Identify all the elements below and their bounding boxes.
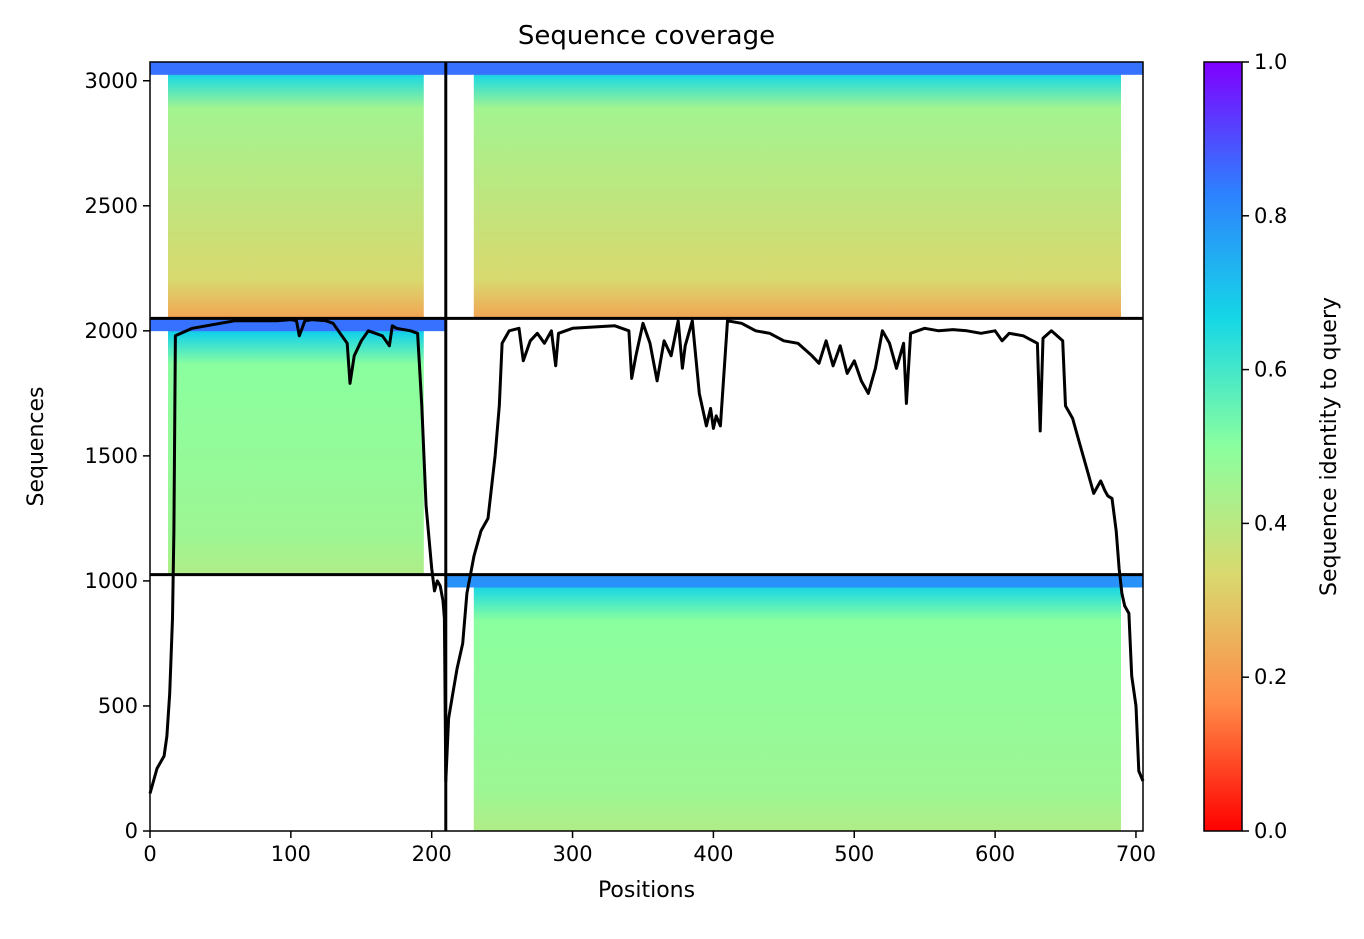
colorbar-tick-label: 0.2: [1254, 665, 1287, 689]
colorbar-tick-label: 0.8: [1254, 204, 1287, 228]
colorbar-tick-label: 1.0: [1254, 50, 1287, 74]
msa-block-top-rows: [445, 574, 1143, 588]
msa-block: [168, 62, 424, 319]
y-tick-label: 2000: [85, 319, 138, 343]
y-tick-label: 3000: [85, 69, 138, 93]
msa-block: [473, 62, 1121, 319]
y-axis-title: Sequences: [24, 387, 49, 507]
coverage-line: [148, 318, 1145, 794]
colorbar-ticks: 0.0 0.2 0.4 0.6 0.8 1.0: [1242, 50, 1287, 843]
colorbar-tick-label: 0.6: [1254, 358, 1287, 382]
y-tick-label: 1500: [85, 444, 138, 468]
colorbar-frame: [1203, 61, 1243, 832]
y-axis: 0 500 1000 1500 2000 2500 3000: [85, 69, 150, 843]
msa-block-top-rows: [150, 62, 446, 75]
colorbar-gradient: [1204, 62, 1242, 831]
x-tick-label: 100: [271, 842, 311, 866]
plot-frame: [149, 61, 1144, 832]
x-tick-label: 700: [1116, 842, 1156, 866]
y-tick-label: 0: [125, 819, 138, 843]
colorbar-tick-label: 0.0: [1254, 819, 1287, 843]
x-tick-label: 0: [143, 842, 156, 866]
colorbar-label: Sequence identity to query: [1317, 297, 1342, 596]
y-tick-label: 2500: [85, 194, 138, 218]
msa-block: [168, 318, 424, 575]
x-tick-label: 200: [412, 842, 452, 866]
msa-blocks: [150, 62, 1143, 831]
colorbar-tick-label: 0.4: [1254, 511, 1287, 535]
x-tick-label: 400: [693, 842, 733, 866]
colorbar: 0.0 0.2 0.4 0.6 0.8 1.0 Sequence identity to …: [1203, 50, 1342, 843]
y-tick-label: 500: [98, 694, 138, 718]
y-tick-label: 1000: [85, 569, 138, 593]
plot-area: [148, 61, 1145, 832]
msa-block: [473, 574, 1121, 831]
x-tick-label: 300: [553, 842, 593, 866]
msa-block-top-rows: [445, 62, 1143, 75]
x-tick-label: 600: [975, 842, 1015, 866]
x-axis-title: Positions: [598, 878, 695, 903]
x-axis: 0 100 200 300 400 500 600 700: [143, 831, 1156, 866]
x-tick-label: 500: [834, 842, 874, 866]
chart-title: Sequence coverage: [518, 21, 775, 51]
